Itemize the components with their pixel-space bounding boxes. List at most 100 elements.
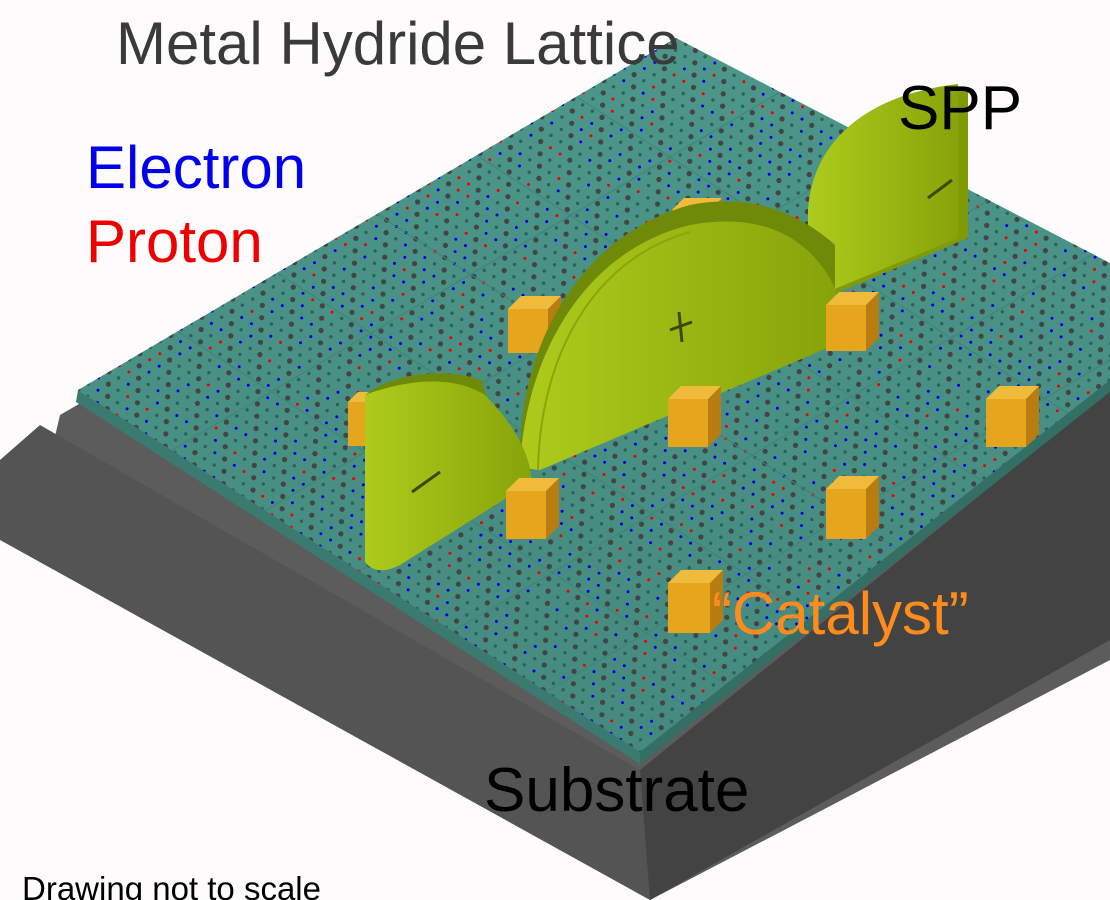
lattice-atom (734, 621, 739, 626)
lattice-atom (346, 371, 352, 377)
lattice-atom (670, 707, 674, 711)
lattice-atom (571, 668, 577, 675)
lattice-atom (734, 634, 738, 638)
lattice-atom (431, 286, 435, 291)
lattice-atom (785, 590, 791, 596)
lattice-atom (205, 407, 209, 412)
lattice-atom (673, 48, 678, 52)
lattice-atom (295, 414, 299, 419)
lattice-atom (691, 492, 695, 496)
lattice-atom (134, 400, 140, 406)
lattice-atom (488, 158, 492, 162)
lattice-atom (669, 515, 675, 521)
lattice-atom (762, 68, 766, 72)
lattice-atom (728, 528, 734, 534)
lattice-atom (1024, 236, 1028, 240)
lattice-atom (1055, 409, 1059, 413)
lattice-atom (340, 316, 344, 321)
lattice-atom (527, 170, 531, 174)
lattice-atom (566, 170, 572, 176)
lattice-atom (488, 145, 492, 149)
lattice-atom (1084, 237, 1088, 241)
lattice-atom (466, 588, 470, 592)
lattice-atom (807, 567, 811, 571)
lattice-atom (996, 193, 1000, 197)
lattice-atom (416, 594, 420, 598)
lattice-atom (646, 196, 650, 200)
lattice-atom (817, 560, 823, 566)
lattice-atom (1039, 144, 1043, 148)
lattice-atom (643, 652, 647, 655)
lattice-atom (192, 450, 198, 456)
lattice-atom (465, 601, 470, 605)
lattice-atom (357, 366, 361, 370)
lattice-atom (282, 267, 286, 271)
lattice-atom (468, 335, 474, 341)
lattice-atom (818, 357, 822, 362)
lattice-gridline (476, 154, 1110, 663)
lattice-atom (587, 577, 591, 581)
lattice-atom (611, 682, 616, 686)
lattice-atom (749, 542, 753, 546)
lattice-atom (460, 305, 464, 309)
lattice-atom (360, 507, 364, 512)
lattice-atom (907, 364, 912, 369)
lattice-atom (381, 266, 387, 273)
lattice-atom (641, 472, 647, 478)
lattice-atom (713, 61, 717, 65)
lattice-atom (411, 273, 417, 279)
lattice-atom (481, 293, 485, 297)
lattice-atom (528, 552, 532, 556)
lattice-atom (392, 274, 396, 278)
lattice-atom (703, 652, 707, 656)
lattice-atom (745, 31, 748, 34)
lattice-atom (502, 255, 508, 261)
lattice-atom (610, 122, 614, 126)
lattice-atom (593, 454, 597, 458)
lattice-atom (583, 245, 587, 249)
lattice-atom (671, 682, 676, 687)
lattice-atom (817, 547, 823, 553)
lattice-atom (588, 540, 593, 544)
lattice-atom (429, 335, 433, 340)
lattice-atom (767, 566, 771, 570)
lattice-atom (816, 394, 820, 399)
lattice-atom (934, 432, 938, 436)
lattice-atom (920, 525, 923, 529)
lattice-atom (667, 552, 673, 558)
lattice-atom (506, 169, 512, 175)
lattice-atom (437, 353, 443, 359)
lattice-atom (228, 321, 234, 327)
lattice-atom (885, 388, 891, 394)
lattice-atom (806, 388, 810, 392)
lattice-atom (1077, 155, 1083, 162)
lattice-atom (207, 371, 211, 375)
lattice-atom (285, 383, 291, 389)
lattice-atom (840, 92, 846, 98)
lattice-atom (164, 406, 170, 412)
lattice-atom (940, 499, 946, 505)
lattice-atom (833, 456, 837, 460)
lattice-atom (499, 533, 503, 537)
lattice-atom (309, 500, 315, 506)
lattice-atom (783, 449, 787, 454)
lattice-atom (991, 291, 995, 295)
lattice-atom (928, 365, 932, 369)
lattice-atom (551, 465, 557, 471)
lattice-atom (880, 309, 884, 313)
lattice-atom (327, 359, 332, 364)
lattice-atom (186, 395, 190, 399)
lattice-atom (935, 408, 939, 412)
lattice-atom (972, 456, 978, 462)
lattice-atom (943, 260, 947, 264)
lattice-atom (679, 128, 683, 133)
lattice-atom (1099, 132, 1103, 136)
lattice-atom (273, 451, 277, 455)
lattice-atom (480, 305, 484, 309)
lattice-atom (922, 463, 927, 467)
lattice-atom (554, 226, 559, 230)
lattice-atom (174, 426, 178, 430)
lattice-atom (567, 157, 573, 163)
lattice-atom (331, 298, 335, 302)
lattice-atom (488, 348, 492, 352)
